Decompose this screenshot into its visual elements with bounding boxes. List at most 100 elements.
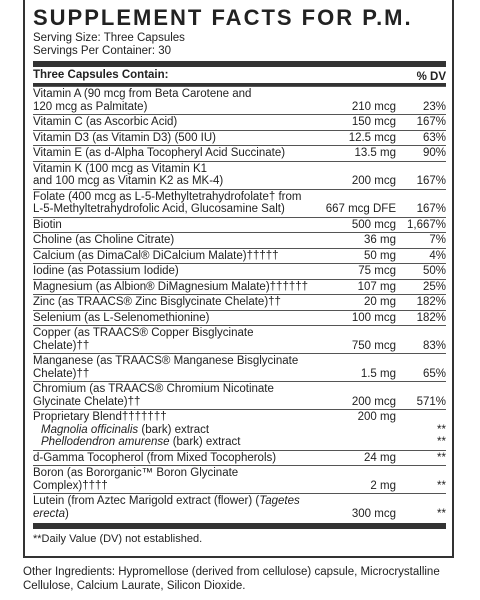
nutrient-amount: 36 mg [364,234,396,246]
blend-item: Phellodendron amurense (bark) extract ** [33,436,446,449]
nutrient-amount: 210 mcg [351,100,396,113]
nutrient-row: Manganese (as TRAACS® Manganese Bisglyci… [33,353,446,381]
nutrient-dv: 63% [422,131,446,144]
nutrient-dv: 167% [416,203,446,215]
nutrient-row: Vitamin C (as Ascorbic Acid) 150 mcg 167% [33,114,446,130]
nutrient-name-line: Biotin [33,218,62,231]
nutrient-row: Calcium (as DimaCal® DiCalcium Malate)††… [33,247,446,264]
nutrient-dv: 182% [416,311,446,324]
nutrient-name: Vitamin D3 (as Vitamin D3) (500 IU) [33,132,312,145]
nutrient-row: Folate (400 mcg as L-5-Methyltetrahydrof… [33,188,446,217]
column-header: Three Capsules Contain: % DV [33,67,446,83]
nutrient-name: Magnesium (as Albion® DiMagnesium Malate… [33,281,312,294]
nutrient-amount: 107 mg [357,280,396,293]
nutrient-row: Iodine (as Potassium Iodide) 75 mcg 50% [33,263,446,279]
lutein-latin: Tagetes erecta [33,495,300,520]
blend-item-latin: Magnolia officinalis [41,423,139,436]
nutrient-name: Iodine (as Potassium Iodide) [33,265,312,278]
nutrient-name-line: Magnesium (as Albion® DiMagnesium Malate… [33,280,309,293]
nutrient-name: Choline (as Choline Citrate) [33,234,312,247]
nutrient-dv: 25% [422,280,446,293]
nutrient-name-line: Boron (as Bororganic™ Boron Glycinate Co… [33,467,239,492]
bottom-divider [33,523,446,529]
nutrient-dv: 7% [429,234,446,246]
footnote: **Daily Value (DV) not established. [33,533,203,545]
nutrient-rows-after: d-Gamma Tocopherol (from Mixed Tocophero… [33,449,446,494]
nutrient-amount: 2 mg [370,479,396,492]
nutrient-amount: 13.5 mg [354,147,396,159]
nutrient-name-line: Copper (as TRAACS® Copper Bisglycinate C… [33,327,254,352]
nutrient-name-line: d-Gamma Tocopherol (from Mixed Tocophero… [33,451,277,464]
nutrient-name-line: Glycinate Chelate)†† [33,395,141,408]
other-ingredients: Other Ingredients: Hypromellose (derived… [23,566,440,592]
nutrient-row: Magnesium (as Albion® DiMagnesium Malate… [33,278,446,295]
nutrient-amount: 100 mcg [351,311,396,324]
nutrient-name-line: Manganese (as TRAACS® Manganese Bisglyci… [33,355,299,380]
nutrient-name-line: Calcium (as DimaCal® DiCalcium Malate)††… [33,249,279,262]
nutrient-amount: 150 mcg [351,116,396,128]
blend-item-rest: (bark) extract [138,423,210,436]
nutrient-dv: 571% [416,395,446,408]
blend-item: Magnolia officinalis (bark) extract ** [33,424,446,437]
nutrient-amount: 50 mg [364,249,396,262]
nutrient-amount: 750 mcg [351,339,396,352]
nutrient-name: Biotin [33,219,312,232]
nutrient-dv: 1,667% [406,218,446,231]
blend-row: Proprietary Blend††††††† 200 mg Magnolia… [33,409,446,450]
servings-per-container: Servings Per Container: 30 [33,45,172,57]
nutrient-row: Vitamin A (90 mcg from Beta Carotene and… [33,86,446,114]
nutrient-name-line: Selenium (as L-Selenomethionine) [33,311,210,324]
nutrient-row: Choline (as Choline Citrate) 36 mg 7% [33,232,446,248]
nutrient-row: Copper (as TRAACS® Copper Bisglycinate C… [33,325,446,353]
nutrient-name-line: Folate (400 mcg as L-5-Methyltetrahydrof… [33,190,302,203]
nutrient-name-line: 120 mcg as Palmitate) [33,100,148,113]
lutein-row: Lutein (from Aztec Marigold extract (flo… [33,493,446,521]
nutrient-dv: 83% [422,339,446,352]
lutein-dv: ** [437,507,446,520]
nutrient-name: Vitamin E (as d-Alpha Tocopheryl Acid Su… [33,147,312,160]
nutrient-dv: 50% [422,265,446,277]
lutein-pre: Lutein (from Aztec Marigold extract (flo… [33,495,260,507]
blend-item-dv: ** [437,423,446,436]
nutrient-amount: 500 mcg [351,218,396,231]
nutrient-amount: 12.5 mcg [348,131,396,144]
nutrient-name-line: Vitamin K (100 mcg as Vitamin K1 [33,162,208,175]
nutrient-row: Zinc (as TRAACS® Zinc Bisglycinate Chela… [33,294,446,310]
header-dv: % DV [416,71,446,83]
nutrient-name: Chromium (as TRAACS® Chromium Nicotinate… [33,383,312,408]
nutrient-amount: 200 mcg [351,175,396,187]
nutrient-rows: Vitamin A (90 mcg from Beta Carotene and… [33,86,446,409]
header-left: Three Capsules Contain: [33,69,169,81]
nutrient-name-line: Vitamin E (as d-Alpha Tocopheryl Acid Su… [33,147,286,159]
nutrient-name: Vitamin K (100 mcg as Vitamin K1 and 100 … [33,163,312,188]
nutrient-dv: ** [437,451,446,464]
blend-item-dv: ** [437,436,446,448]
lutein-amount: 300 mcg [351,507,396,520]
nutrient-dv: ** [437,479,446,492]
thick-divider [33,61,446,67]
nutrient-row: Selenium (as L-Selenomethionine) 100 mcg 1… [33,309,446,326]
mid-divider [33,83,446,86]
nutrient-name-line: Vitamin D3 (as Vitamin D3) (500 IU) [33,131,217,144]
blend-item-rest: (bark) extract [169,436,241,448]
nutrient-name-line: Zinc (as TRAACS® Zinc Bisglycinate Chela… [33,296,281,308]
nutrient-name: Copper (as TRAACS® Copper Bisglycinate C… [33,327,312,352]
nutrient-name: Boron (as Bororganic™ Boron Glycinate Co… [33,467,312,492]
nutrient-row: Vitamin K (100 mcg as Vitamin K1 and 100 … [33,160,446,189]
nutrient-name: d-Gamma Tocopherol (from Mixed Tocophero… [33,452,312,465]
nutrient-row: Vitamin E (as d-Alpha Tocopheryl Acid Su… [33,145,446,161]
lutein-post: ) [64,507,69,520]
panel-title: SUPPLEMENT FACTS FOR P.M. [33,5,413,30]
nutrient-row: Vitamin D3 (as Vitamin D3) (500 IU) 12.5 … [33,129,446,146]
nutrient-amount: 20 mg [364,296,396,308]
nutrient-name: Vitamin C (as Ascorbic Acid) [33,116,312,129]
nutrient-name: Zinc (as TRAACS® Zinc Bisglycinate Chela… [33,296,312,309]
nutrient-dv: 167% [416,175,446,187]
nutrient-row: Biotin 500 mcg 1,667% [33,216,446,233]
nutrient-dv: 4% [429,249,446,262]
nutrient-name-line: Vitamin C (as Ascorbic Acid) [33,116,178,128]
nutrient-name: Calcium (as DimaCal® DiCalcium Malate)††… [33,250,312,263]
blend-amount: 200 mg [357,411,396,423]
nutrient-amount: 1.5 mg [360,367,396,380]
nutrient-name: Folate (400 mcg as L-5-Methyltetrahydrof… [33,191,312,216]
